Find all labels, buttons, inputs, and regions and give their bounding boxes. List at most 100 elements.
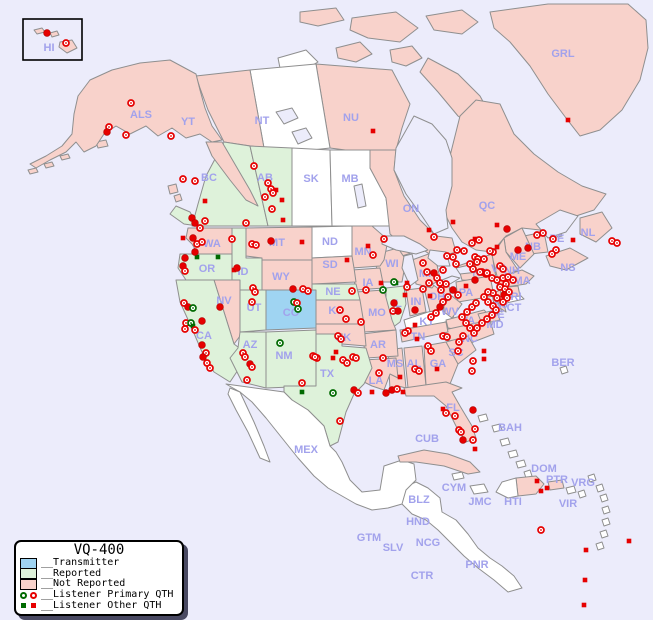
listener-other-qth-marker — [404, 280, 410, 286]
listener-other-qth-marker — [402, 292, 408, 298]
island — [595, 483, 605, 493]
listener-other-qth-marker — [333, 349, 339, 355]
region-IN — [405, 287, 427, 317]
marker-center-dot — [455, 263, 457, 265]
listener-other-qth-marker — [279, 197, 285, 203]
region-label-MB: MB — [341, 173, 358, 185]
marker-center-dot — [447, 296, 449, 298]
marker-center-dot — [204, 220, 206, 222]
marker-center-dot — [505, 283, 507, 285]
marker-center-dot — [465, 322, 467, 324]
water-body — [381, 235, 429, 255]
green-square-marker-icon — [21, 603, 26, 609]
listener-other-qth-marker — [414, 336, 420, 342]
marker-center-dot — [551, 253, 553, 255]
listener-other-qth-marker — [626, 538, 632, 544]
marker-center-dot — [244, 356, 246, 358]
island — [587, 473, 597, 483]
marker-center-dot — [201, 241, 203, 243]
island — [599, 529, 609, 539]
region-label-HTI: HTI — [504, 496, 522, 508]
listener-qth-cluster-marker — [503, 225, 511, 233]
region-label-ON: ON — [403, 203, 420, 215]
listener-qth-cluster-marker — [524, 244, 532, 252]
region-label-NE: NE — [325, 286, 340, 298]
marker-center-dot — [461, 316, 463, 318]
listener-qth-cluster-marker — [233, 264, 241, 272]
region-label-BLZ: BLZ — [408, 494, 430, 506]
marker-center-dot — [205, 352, 207, 354]
region-label-HI: HI — [44, 42, 55, 54]
island — [601, 517, 611, 527]
marker-center-dot — [422, 288, 424, 290]
marker-center-dot — [184, 328, 186, 330]
region-label-IN: IN — [411, 296, 422, 308]
listener-other-qth-marker — [330, 355, 336, 361]
island — [515, 459, 527, 469]
marker-center-dot — [445, 283, 447, 285]
island — [577, 489, 587, 499]
marker-center-dot — [440, 289, 442, 291]
marker-center-dot — [446, 255, 448, 257]
marker-center-dot — [473, 332, 475, 334]
marker-center-dot — [452, 256, 454, 258]
region-label-SK: SK — [303, 173, 318, 185]
region-label-WA: WA — [203, 238, 221, 250]
marker-center-dot — [454, 415, 456, 417]
marker-center-dot — [469, 327, 471, 329]
region-label-CUB: CUB — [415, 433, 439, 445]
listener-qth-cluster-marker — [216, 303, 224, 311]
marker-center-dot — [383, 238, 385, 240]
marker-center-dot — [264, 196, 266, 198]
marker-center-dot — [418, 370, 420, 372]
marker-center-dot — [209, 367, 211, 369]
reported-swatch — [20, 568, 37, 580]
marker-center-dot — [251, 301, 253, 303]
marker-center-dot — [475, 302, 477, 304]
listener-qth-cluster-marker — [382, 389, 390, 397]
region-label-NT: NT — [255, 115, 270, 127]
listener-other-qth-marker — [202, 198, 208, 204]
region-label-MN: MN — [354, 246, 371, 258]
marker-center-dot — [422, 262, 424, 264]
marker-center-dot — [471, 242, 473, 244]
marker-center-dot — [442, 301, 444, 303]
marker-center-dot — [445, 412, 447, 414]
marker-center-dot — [314, 356, 316, 358]
marker-center-dot — [487, 301, 489, 303]
marker-center-dot — [183, 302, 185, 304]
region-CUB — [397, 449, 481, 475]
listener-other-qth-marker — [344, 257, 350, 263]
region-label-ME: ME — [510, 251, 527, 263]
marker-center-dot — [486, 272, 488, 274]
island — [173, 193, 183, 203]
region-label-NS: NS — [560, 262, 575, 274]
region-label-AR: AR — [370, 339, 386, 351]
listener-other-qth-marker — [581, 602, 587, 608]
marker-center-dot — [279, 342, 281, 344]
marker-center-dot — [466, 311, 468, 313]
marker-center-dot — [252, 287, 254, 289]
marker-center-dot — [504, 288, 506, 290]
listener-other-qth-marker — [472, 236, 478, 242]
water-body — [393, 115, 453, 235]
marker-center-dot — [430, 350, 432, 352]
marker-center-dot — [254, 291, 256, 293]
region-label-RI: RI — [511, 291, 522, 303]
region-label-PNR: PNR — [465, 559, 488, 571]
marker-center-dot — [540, 529, 542, 531]
legend-item-not-reported: __Not Reported — [20, 578, 178, 590]
region-label-GTM: GTM — [357, 532, 381, 544]
listener-other-qth-green-marker — [299, 389, 305, 395]
region-label-AZ: AZ — [243, 339, 258, 351]
marker-center-dot — [487, 291, 489, 293]
region-label-JMC: JMC — [468, 496, 491, 508]
marker-center-dot — [301, 382, 303, 384]
region-label-IA: IA — [363, 277, 374, 289]
region-ALS — [205, 141, 259, 207]
legend-item-reported: __Reported — [20, 568, 178, 580]
region-label-CTR: CTR — [411, 570, 434, 582]
marker-center-dot — [357, 392, 359, 394]
